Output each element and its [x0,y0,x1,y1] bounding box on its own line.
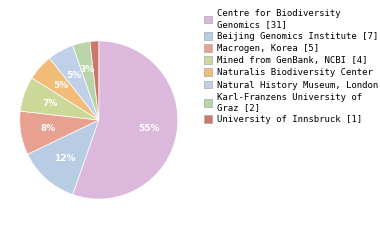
Legend: Centre for Biodiversity
Genomics [31], Beijing Genomics Institute [7], Macrogen,: Centre for Biodiversity Genomics [31], B… [204,9,380,124]
Wedge shape [20,111,99,154]
Wedge shape [73,41,178,199]
Wedge shape [90,41,99,120]
Wedge shape [28,120,99,195]
Text: 7%: 7% [43,99,58,108]
Wedge shape [32,58,99,120]
Text: 5%: 5% [53,81,68,90]
Text: 12%: 12% [54,154,75,163]
Wedge shape [49,45,99,120]
Wedge shape [20,78,99,120]
Text: 5%: 5% [66,71,82,79]
Text: 3%: 3% [80,66,95,74]
Wedge shape [73,42,99,120]
Text: 8%: 8% [41,124,56,133]
Text: 55%: 55% [139,124,160,133]
